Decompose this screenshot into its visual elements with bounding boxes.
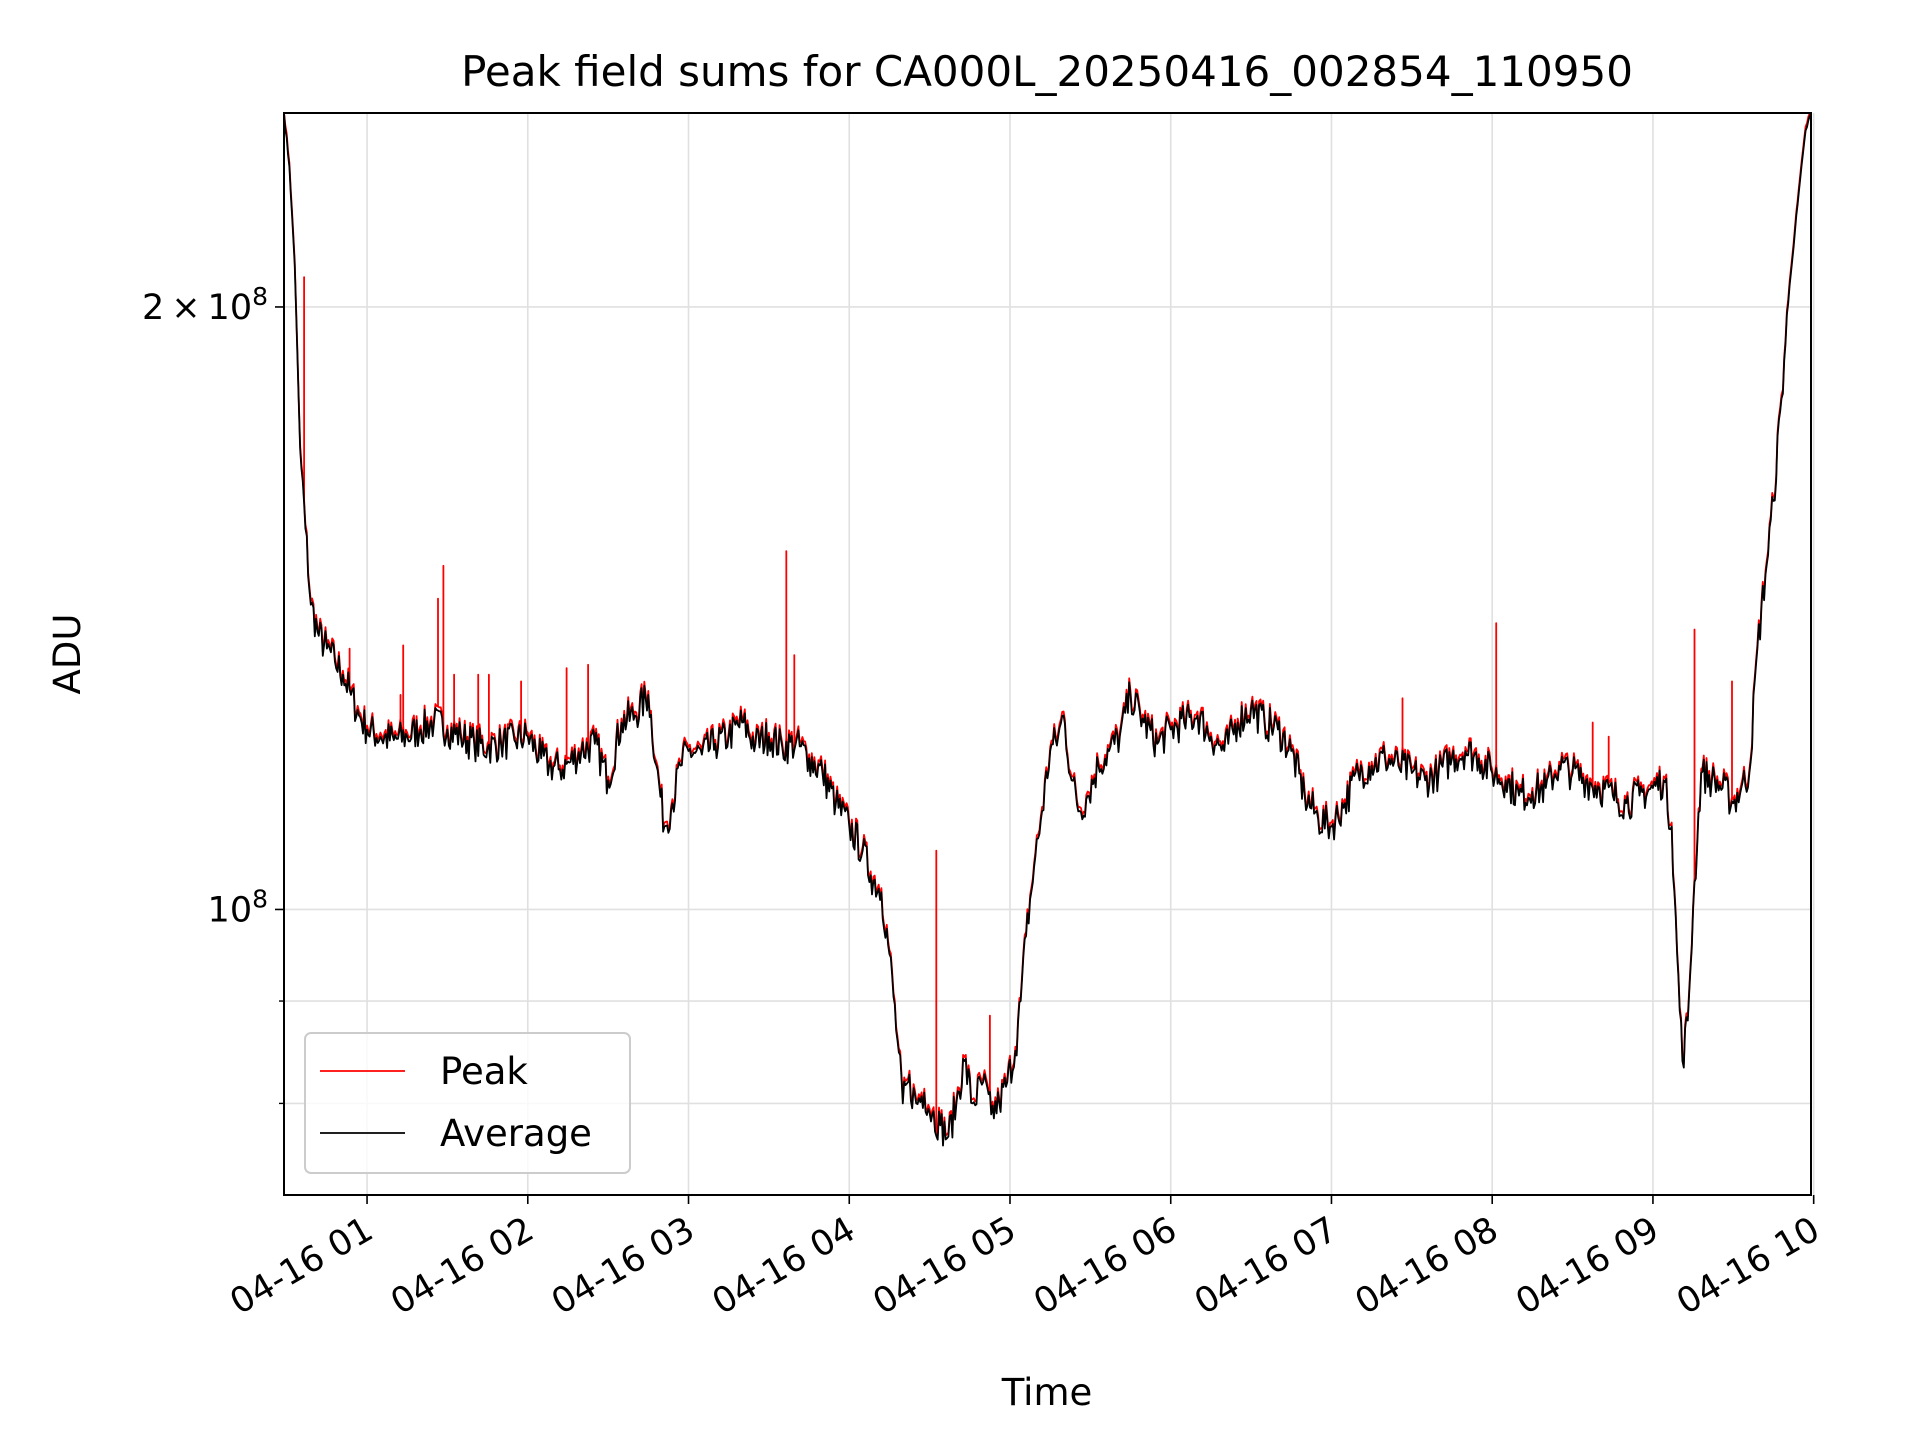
legend-box — [304, 1032, 631, 1174]
x-tick-label: 04-16 04 — [706, 1210, 862, 1323]
legend: Peak Average — [304, 1032, 631, 1174]
series-layer — [283, 112, 1812, 1147]
x-tick-label: 04-16 02 — [384, 1210, 540, 1323]
x-tick-label: 04-16 06 — [1027, 1210, 1183, 1323]
x-axis-label: Time — [1001, 1371, 1093, 1414]
legend-label-peak: Peak — [440, 1050, 528, 1093]
x-tick-label: 04-16 01 — [224, 1210, 380, 1323]
legend-label-average: Average — [440, 1112, 592, 1155]
x-tick-label: 04-16 07 — [1188, 1210, 1344, 1323]
x-tick-label: 04-16 08 — [1349, 1210, 1505, 1323]
x-tick-label: 04-16 09 — [1510, 1210, 1666, 1323]
plot-frame — [283, 112, 1812, 1196]
y-tick-label: 2 × 108 — [142, 282, 268, 328]
x-tick-label: 04-16 03 — [545, 1210, 701, 1323]
chart-title: Peak field sums for CA000L_20250416_0028… — [461, 47, 1633, 96]
y-axis-label: ADU — [46, 614, 89, 695]
x-tick-label: 04-16 05 — [867, 1210, 1023, 1323]
series-line-average — [283, 112, 1812, 1147]
series-line-peak — [283, 112, 1811, 1143]
x-tick-label: 04-16 10 — [1670, 1210, 1826, 1323]
y-tick-label: 108 — [208, 884, 268, 930]
